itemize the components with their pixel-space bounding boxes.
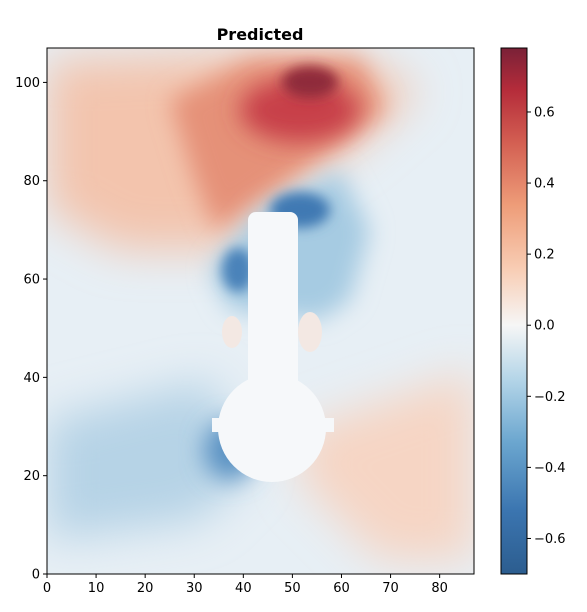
y-tick-label: 0 bbox=[32, 568, 40, 583]
obstacle-rim bbox=[212, 418, 334, 432]
negative-field bbox=[47, 170, 370, 540]
obstacle-shoulder-right bbox=[298, 312, 322, 352]
y-axis: 0 20 40 60 80 100 bbox=[15, 76, 47, 583]
colorbar-axis: 0.6 0.4 0.2 0.0 −0.2 −0.4 −0.6 bbox=[527, 105, 566, 547]
y-tick-label: 80 bbox=[23, 174, 40, 189]
y-tick-label: 60 bbox=[23, 273, 40, 288]
colorbar-tick-label: 0.4 bbox=[534, 177, 555, 192]
masked-obstacle bbox=[212, 212, 334, 482]
positive-field bbox=[47, 48, 474, 560]
colorbar-tick-label: 0.0 bbox=[534, 319, 555, 334]
positive-peak bbox=[282, 66, 338, 98]
obstacle-shoulder-left bbox=[222, 316, 242, 348]
colorbar-tick-label: −0.2 bbox=[534, 390, 566, 405]
positive-lobe-lower bbox=[300, 370, 474, 560]
negative-band-lower bbox=[47, 380, 250, 540]
x-axis: 0 10 20 30 40 50 60 70 80 bbox=[43, 574, 448, 596]
x-tick-label: 40 bbox=[235, 581, 252, 596]
chart-title: Predicted bbox=[217, 25, 304, 44]
x-tick-label: 30 bbox=[186, 581, 203, 596]
x-tick-label: 50 bbox=[284, 581, 301, 596]
x-tick-label: 0 bbox=[43, 581, 51, 596]
x-tick-label: 80 bbox=[431, 581, 448, 596]
x-tick-label: 60 bbox=[333, 581, 350, 596]
colorbar-tick-label: −0.4 bbox=[534, 461, 566, 476]
colorbar-tick-label: 0.6 bbox=[534, 105, 555, 120]
heatmap-field bbox=[47, 48, 474, 574]
x-tick-label: 10 bbox=[88, 581, 105, 596]
plot-frame bbox=[46, 47, 475, 575]
positive-core bbox=[240, 78, 360, 142]
y-tick-label: 20 bbox=[23, 469, 40, 484]
negative-core-left bbox=[222, 248, 254, 292]
colorbar-tick-label: 0.2 bbox=[534, 248, 555, 263]
colorbar-tick-label: −0.6 bbox=[534, 532, 566, 547]
y-tick-label: 100 bbox=[15, 76, 40, 91]
x-tick-label: 20 bbox=[137, 581, 154, 596]
x-tick-label: 70 bbox=[382, 581, 399, 596]
colorbar bbox=[501, 48, 527, 574]
y-tick-label: 40 bbox=[23, 371, 40, 386]
colorbar-frame bbox=[500, 47, 528, 575]
